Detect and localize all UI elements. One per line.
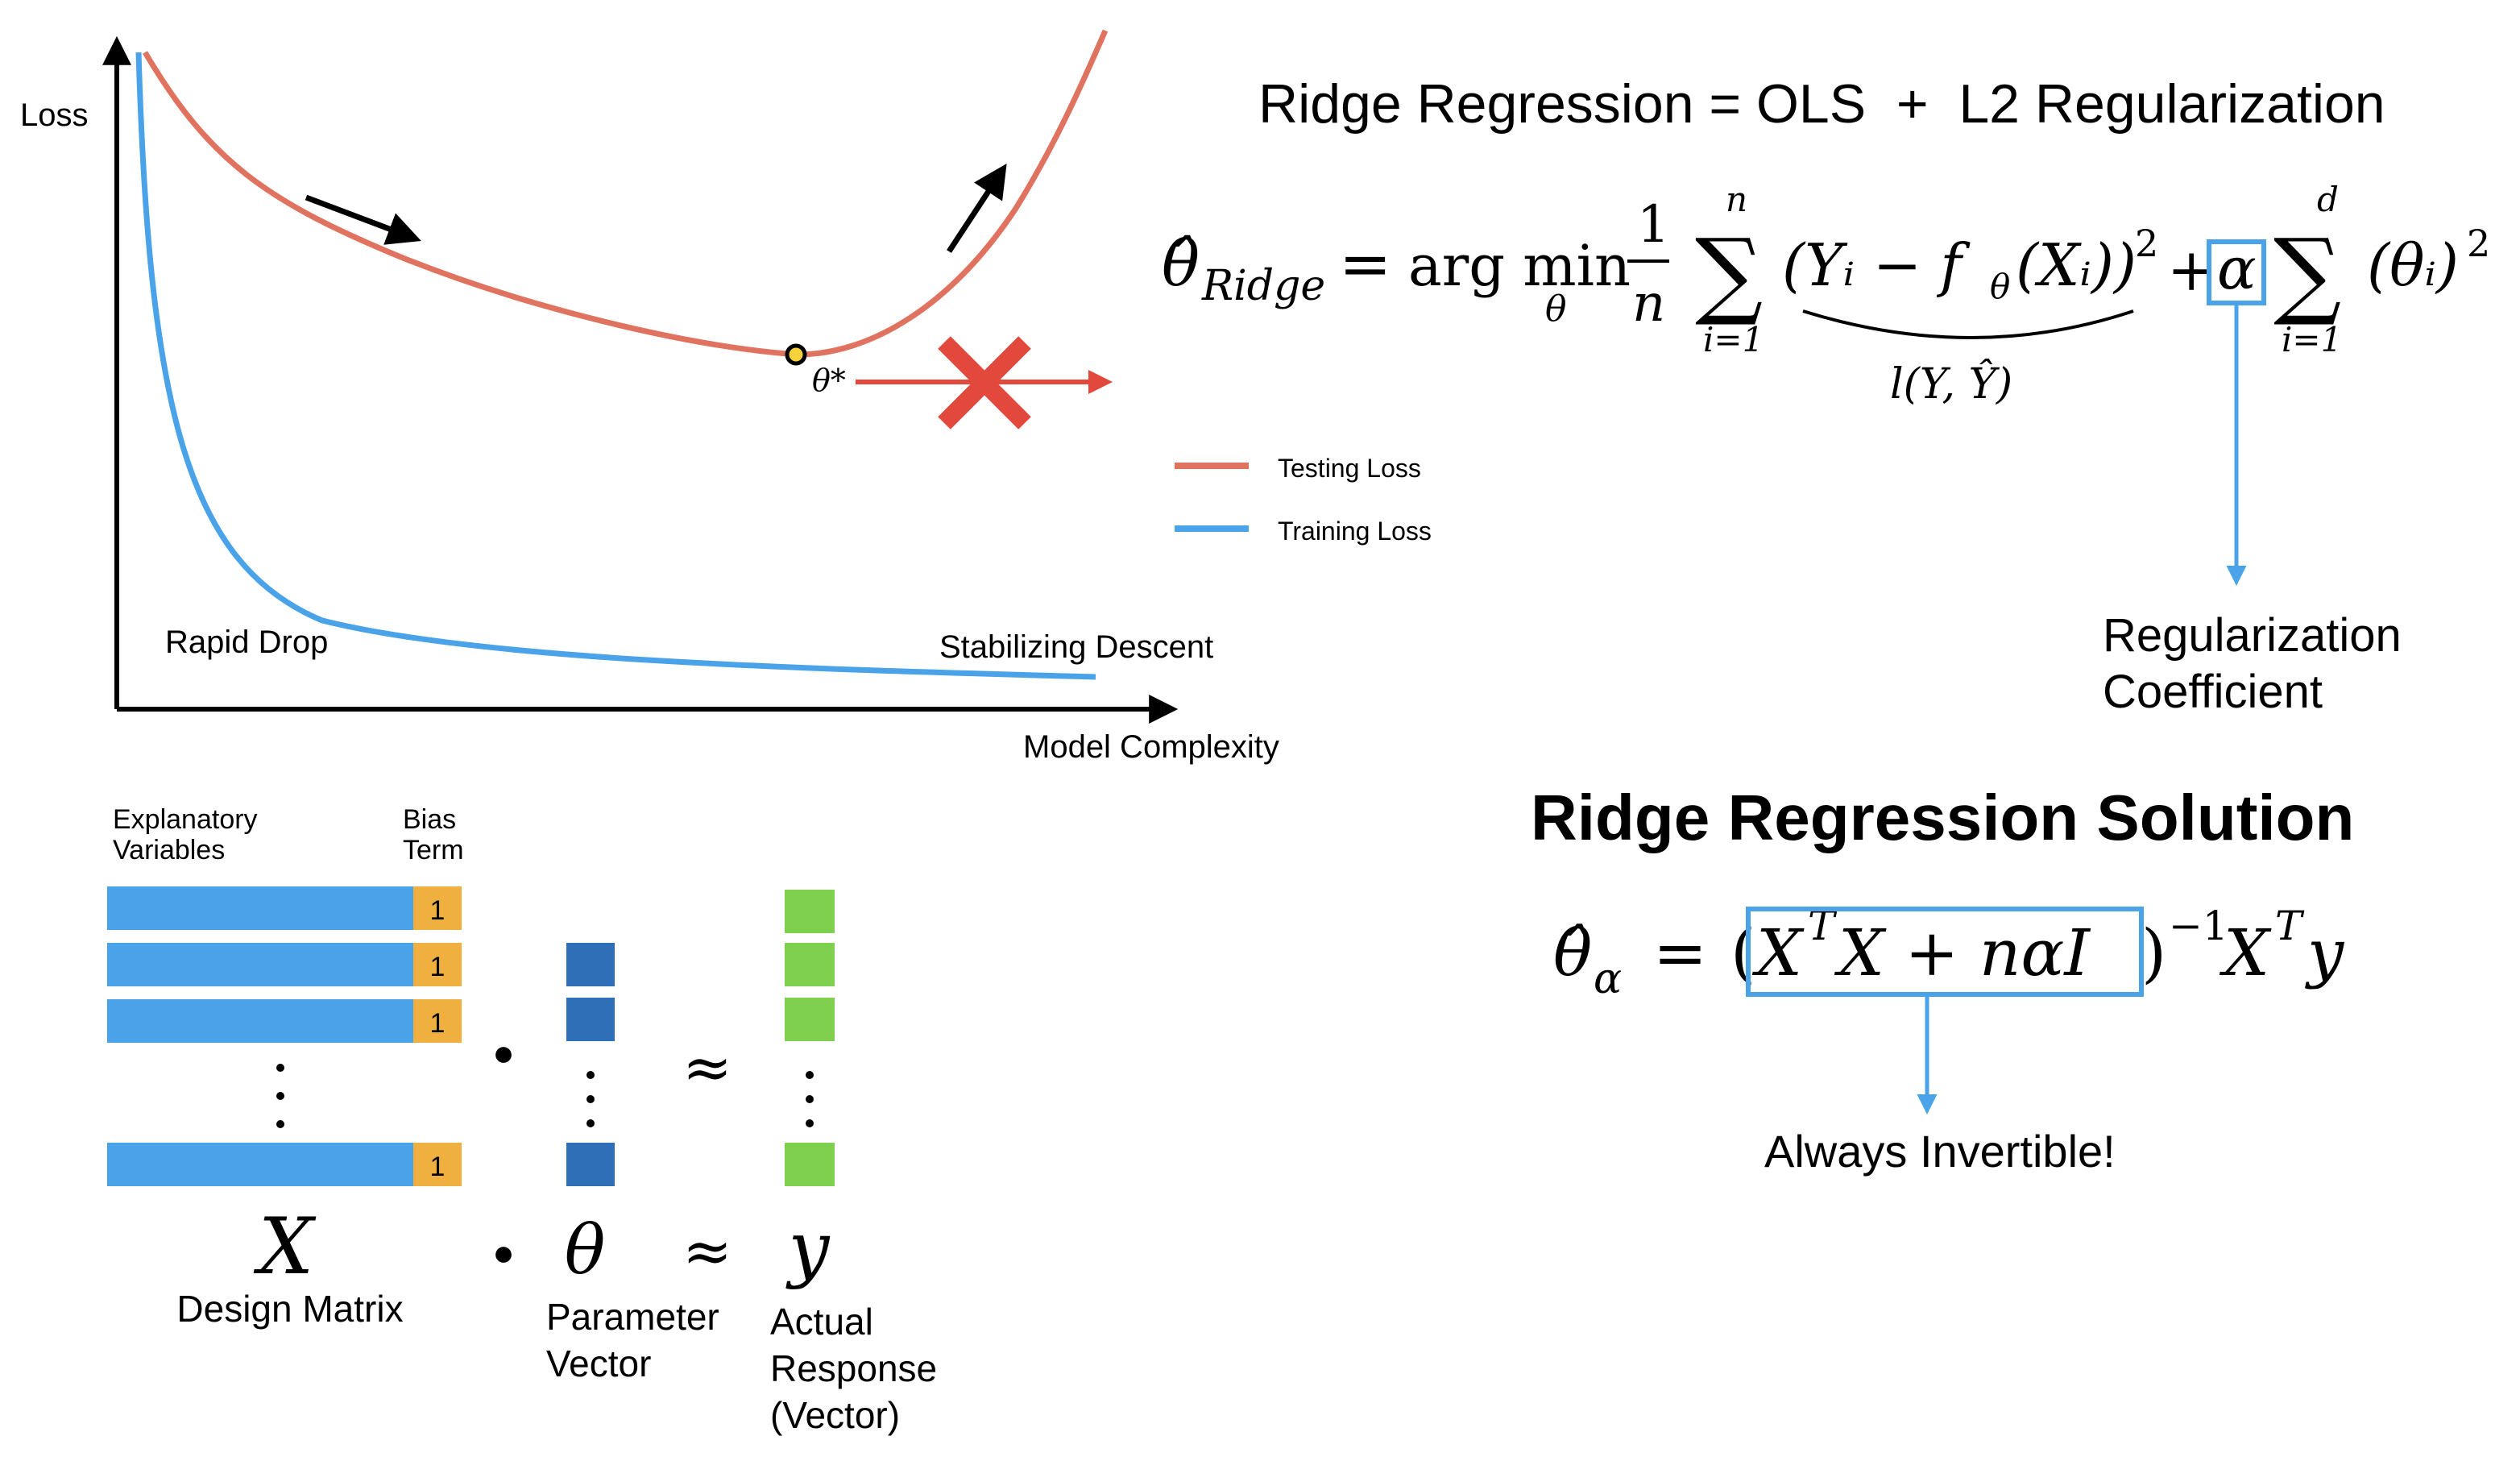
parameter-caption-line1: Parameter (546, 1296, 719, 1338)
bias-value: 1 (430, 952, 446, 982)
svg-text:arg min: arg min (1408, 233, 1631, 299)
approx-operator: ≈ (682, 1033, 732, 1102)
x-symbol: X (253, 1202, 317, 1292)
reg-coef-label-line2: Coefficient (2103, 666, 2323, 718)
svg-text:i=1: i=1 (1703, 320, 1764, 359)
approx-operator-bottom: ≈ (682, 1217, 732, 1286)
alpha-symbol: α (2217, 235, 2257, 302)
legend: Testing Loss Training Loss (1175, 454, 1432, 546)
ridge-formula-panel: Ridge Regression = OLS + L2 Regularizati… (1162, 73, 2490, 718)
bias-label-line1: Bias (403, 804, 456, 835)
optimum-label: θ* (812, 363, 846, 398)
legend-label-training: Training Loss (1278, 517, 1432, 546)
y-symbol: y (785, 1206, 831, 1291)
svg-text:i=1: i=1 (2282, 320, 2342, 359)
solution-formula: θ̂ α = ( X T X + nαI ) −1 X T y (1553, 903, 2345, 1003)
theta-vector (566, 943, 615, 1186)
ridge-title: Ridge Regression = OLS + L2 Regularizati… (1258, 73, 2385, 135)
y-axis-label: Loss (20, 98, 89, 133)
invertible-highlight-box (1746, 907, 2144, 997)
svg-text:(Xᵢ)): (Xᵢ)) (2016, 231, 2137, 299)
matrix-row: 1 (107, 943, 462, 986)
ridge-solution-panel: Ridge Regression Solution θ̂ α = ( X T X… (1531, 782, 2354, 1177)
svg-text:(Yᵢ − f: (Yᵢ − f (1782, 231, 1971, 299)
svg-text:∑: ∑ (2273, 218, 2341, 329)
training-loss-line (135, 52, 1096, 680)
bias-value: 1 (430, 1008, 446, 1039)
svg-text:−1: −1 (2169, 903, 2228, 949)
dot-operator: ● (492, 1031, 515, 1073)
svg-text:n: n (1632, 274, 1665, 334)
stabilizing-label: Stabilizing Descent (939, 629, 1213, 665)
invertible-label: Always Invertible! (1764, 1126, 2116, 1177)
y-vector (785, 890, 835, 1186)
svg-text:α: α (1594, 955, 1622, 1003)
svg-text:2: 2 (2135, 222, 2158, 265)
ascent-arrow (947, 163, 1007, 253)
svg-text:=: = (1339, 228, 1391, 301)
svg-text:X: X (1751, 915, 1805, 990)
svg-text:l(Y, Ŷ): l(Y, Ŷ) (1890, 359, 2012, 409)
svg-text:(θᵢ): (θᵢ) (2367, 231, 2459, 299)
svg-text:y: y (2305, 915, 2345, 990)
svg-text:): ) (2141, 915, 2166, 990)
svg-text:θ̂: θ̂ (1162, 228, 1200, 301)
svg-text:(: ( (1730, 915, 1755, 990)
svg-text:2: 2 (2467, 222, 2490, 265)
x-axis-label: Model Complexity (1023, 729, 1279, 765)
reg-coef-label-line1: Regularization (2103, 609, 2402, 662)
svg-text:θ: θ (1545, 288, 1567, 330)
rapid-drop-label: Rapid Drop (165, 625, 328, 660)
explanatory-label-line2: Variables (113, 835, 225, 865)
parameter-caption-line2: Vector (546, 1343, 651, 1384)
svg-text:Ridge: Ridge (1201, 262, 1325, 310)
svg-text:∑: ∑ (1695, 218, 1763, 329)
matrix-row: 1 (107, 1143, 462, 1186)
svg-text:θ̂: θ̂ (1553, 915, 1592, 990)
svg-text:d: d (2317, 180, 2339, 219)
design-matrix-caption: Design Matrix (176, 1288, 403, 1330)
response-caption-line2: Response (770, 1347, 937, 1389)
matrix-row: 1 (107, 886, 462, 930)
loss-chart: Loss Model Complexity θ* Rapid Drop Stab… (20, 29, 1432, 765)
matrix-ellipsis (276, 1064, 284, 1128)
svg-text:1: 1 (1637, 195, 1670, 255)
matrix-row: 1 (107, 999, 462, 1043)
dot-operator-bottom: ● (492, 1231, 515, 1273)
svg-text:X: X (2219, 915, 2272, 990)
explanatory-label-line1: Explanatory (113, 804, 258, 835)
bias-value: 1 (430, 895, 446, 926)
svg-text:θ: θ (1990, 267, 2010, 306)
solution-title: Ridge Regression Solution (1531, 782, 2354, 853)
design-matrix-diagram: Explanatory Variables Bias Term 1 1 1 1 … (107, 804, 937, 1436)
legend-label-testing: Testing Loss (1278, 454, 1421, 483)
ridge-objective-formula: θ̂ Ridge = arg min θ 1 n n ∑ i=1 (Yᵢ − f… (1162, 180, 2490, 409)
response-caption-line3: (Vector) (770, 1394, 900, 1436)
svg-text:X + nαI: X + nαI (1834, 915, 2091, 990)
cross-icon (938, 336, 1031, 430)
svg-text:=: = (1653, 915, 1707, 990)
svg-text:T: T (2275, 903, 2305, 949)
svg-text:n: n (1726, 180, 1747, 219)
testing-loss-line (142, 29, 1109, 358)
descent-arrow (305, 194, 421, 245)
bias-label-line2: Term (403, 835, 464, 865)
optimum-point (785, 343, 807, 366)
bias-value: 1 (430, 1152, 446, 1182)
response-caption-line1: Actual (770, 1301, 873, 1343)
theta-symbol: θ (565, 1210, 606, 1289)
